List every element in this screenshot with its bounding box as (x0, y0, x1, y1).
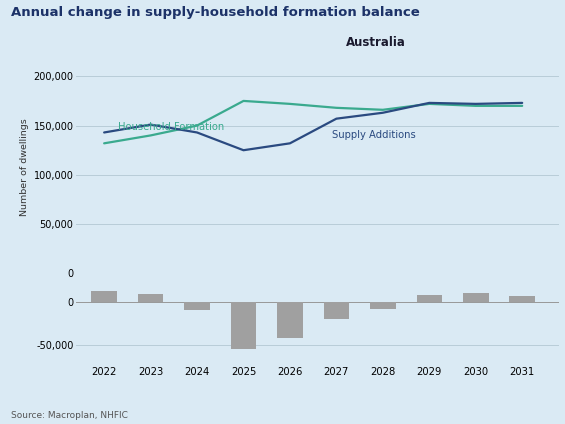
Bar (463, 293, 489, 301)
Bar (277, 301, 303, 338)
Bar (92, 291, 117, 301)
Bar (138, 294, 163, 301)
Y-axis label: Number of dwellings: Number of dwellings (20, 119, 29, 216)
Bar (370, 301, 395, 309)
Text: Source: Macroplan, NHFIC: Source: Macroplan, NHFIC (11, 411, 128, 420)
Text: Annual change in supply-household formation balance: Annual change in supply-household format… (11, 6, 420, 20)
Text: Supply Additions: Supply Additions (332, 131, 415, 140)
Bar (510, 296, 535, 301)
Bar (184, 301, 210, 310)
Bar (324, 301, 349, 319)
Text: Household Formation: Household Formation (118, 122, 224, 132)
Bar (416, 295, 442, 301)
Bar (231, 301, 257, 349)
Text: Supply-household formation balance: Supply-household formation balance (218, 299, 418, 309)
Text: Australia: Australia (346, 36, 406, 49)
